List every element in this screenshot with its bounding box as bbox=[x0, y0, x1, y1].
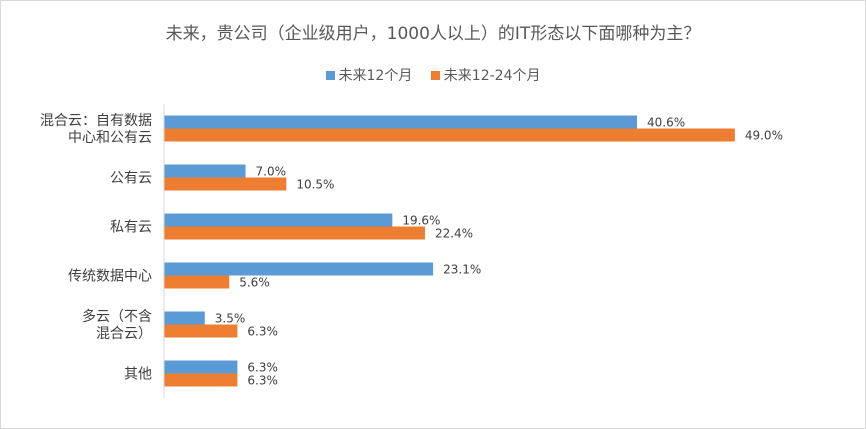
category-label: 传统数据中心 bbox=[68, 269, 152, 285]
category-label: 混合云：自有数据中心和公有云 bbox=[40, 113, 152, 146]
data-label-series-2: 5.6% bbox=[239, 276, 269, 290]
data-label-series-2: 22.4% bbox=[435, 227, 473, 241]
legend-item-series-2: 未来12-24个月 bbox=[430, 65, 541, 85]
data-label-series-1: 40.6% bbox=[647, 116, 685, 130]
bar-series-2 bbox=[164, 128, 735, 142]
bar-series-2 bbox=[164, 324, 238, 338]
bar-series-1 bbox=[164, 311, 205, 325]
bar-series-1 bbox=[164, 115, 637, 129]
bar-series-2 bbox=[164, 275, 230, 289]
category-label: 其他 bbox=[124, 367, 152, 383]
data-label-series-2: 10.5% bbox=[296, 178, 334, 192]
data-label-series-2: 6.3% bbox=[247, 374, 278, 388]
legend-label-series-2: 未来12-24个月 bbox=[443, 68, 541, 84]
legend-item-series-1: 未来12个月 bbox=[325, 65, 413, 85]
bar-series-2 bbox=[164, 226, 425, 240]
legend-label-series-1: 未来12个月 bbox=[338, 68, 413, 84]
data-label-series-1: 7.0% bbox=[256, 165, 286, 179]
data-label-series-2: 49.0% bbox=[745, 129, 783, 143]
legend-swatch-series-2 bbox=[430, 70, 440, 80]
data-label-series-2: 6.3% bbox=[247, 325, 278, 339]
legend: 未来12个月 未来12-24个月 bbox=[1, 65, 865, 85]
data-label-series-1: 3.5% bbox=[215, 312, 246, 326]
data-label-series-1: 19.6% bbox=[402, 214, 440, 228]
data-label-series-1: 6.3% bbox=[247, 361, 278, 375]
category-label: 私有云 bbox=[110, 220, 152, 236]
category-label: 多云（不含混合云） bbox=[82, 308, 152, 342]
bar-series-1 bbox=[164, 262, 434, 276]
bar-series-2 bbox=[164, 177, 287, 191]
bar-series-1 bbox=[164, 213, 393, 227]
legend-swatch-series-1 bbox=[325, 70, 335, 80]
data-label-series-1: 23.1% bbox=[443, 263, 481, 277]
chart-title: 未来，贵公司（企业级用户，1000人以上）的IT形态以下面哪种为主？ bbox=[165, 24, 701, 44]
category-label: 公有云 bbox=[110, 171, 152, 187]
bar-series-2 bbox=[164, 373, 238, 387]
bar-series-1 bbox=[164, 360, 238, 374]
bar-series-1 bbox=[164, 164, 246, 178]
